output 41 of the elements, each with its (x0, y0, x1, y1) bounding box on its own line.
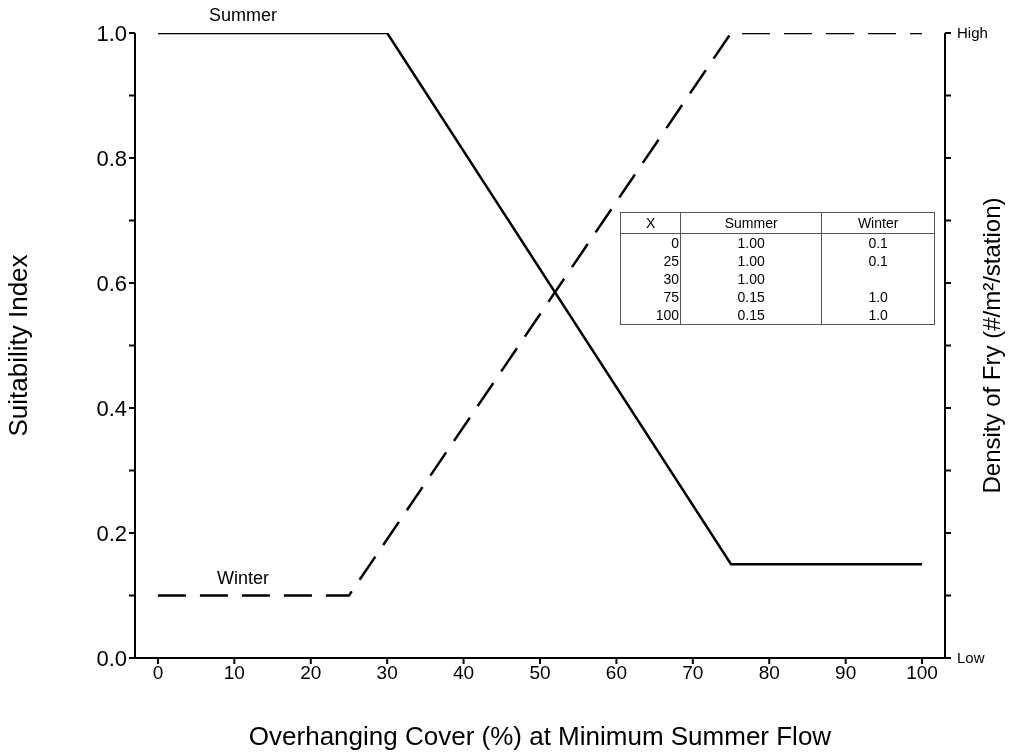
text: Low (957, 649, 985, 666)
x-tick-label: 10 (223, 662, 245, 684)
text: 1.00 (737, 253, 765, 269)
text: 0.1 (868, 235, 888, 251)
text: 75 (663, 289, 680, 305)
y-tick-label: 0.6 (96, 270, 127, 296)
y-tick-label: 0.2 (96, 520, 127, 546)
text: 1.00 (737, 271, 765, 287)
text: 1.00 (737, 235, 765, 251)
y2-axis-title: Density of Fry (#/m²/station) (977, 197, 1005, 494)
text: Winter (857, 215, 899, 231)
x-tick-label: 60 (605, 662, 627, 684)
text: 0.1 (868, 253, 888, 269)
x-tick-label: 50 (529, 662, 551, 684)
text: 100 (655, 307, 680, 323)
text: High (957, 24, 988, 41)
x-tick-label: 70 (682, 662, 704, 684)
x-tick-label: 0 (152, 662, 164, 684)
series-label: Winter (216, 567, 269, 588)
text: 1.0 (868, 289, 888, 305)
text: X (645, 215, 656, 231)
x-tick-label: 40 (453, 662, 475, 684)
y-tick-label: 0.4 (96, 395, 127, 421)
x-axis-title: Overhanging Cover (%) at Minimum Summer Flow (248, 721, 832, 751)
text: 0.15 (737, 307, 765, 323)
text: 0 (671, 235, 680, 251)
y-tick-label: 0.8 (96, 145, 127, 171)
y-axis-title: Suitability Index (3, 254, 34, 437)
x-tick-label: 30 (376, 662, 398, 684)
text: 1.0 (868, 307, 888, 323)
text: Summer (724, 215, 778, 231)
x-tick-label: 20 (300, 662, 322, 684)
x-tick-label: 100 (906, 662, 938, 684)
y-tick-label: 1.0 (96, 20, 127, 46)
series-label: Summer (208, 5, 277, 25)
x-tick-label: 90 (835, 662, 857, 684)
text: 30 (663, 271, 680, 287)
y-tick-label: 0.0 (96, 645, 127, 671)
text: 25 (663, 253, 680, 269)
x-tick-label: 80 (758, 662, 780, 684)
text: 0.15 (737, 289, 765, 305)
